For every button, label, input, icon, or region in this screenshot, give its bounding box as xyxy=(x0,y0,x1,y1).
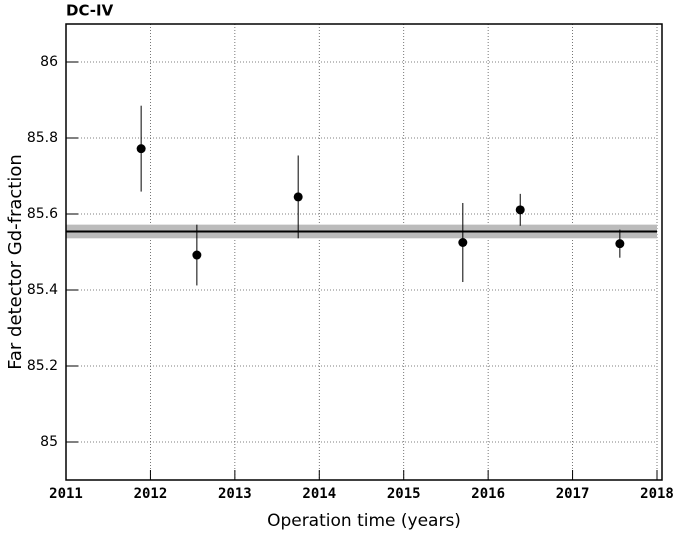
y-axis-label: Far detector Gd-fraction xyxy=(5,154,26,370)
y-tick-label: 85.6 xyxy=(27,206,58,222)
x-tick-label: 2014 xyxy=(302,486,336,502)
x-axis-label: Operation time (years) xyxy=(267,511,461,531)
plot-frame xyxy=(65,23,663,481)
data-point xyxy=(515,205,525,215)
data-point xyxy=(458,238,468,247)
x-tick-label: 2017 xyxy=(556,486,590,502)
x-tick-label: 2018 xyxy=(640,486,674,502)
y-tick-label: 85.4 xyxy=(27,282,58,298)
data-point xyxy=(136,144,146,154)
x-tick-label: 2015 xyxy=(387,486,421,502)
data-point xyxy=(192,250,202,260)
x-tick-label: 2012 xyxy=(134,486,168,502)
chart-title: DC-IV xyxy=(66,2,114,20)
data-point xyxy=(615,239,625,249)
x-tick-label: 2011 xyxy=(49,486,83,502)
x-tick-label: 2013 xyxy=(218,486,252,502)
y-tick-label: 86 xyxy=(40,54,58,70)
data-point xyxy=(293,192,303,202)
y-tick-label: 85.2 xyxy=(27,358,58,374)
y-tick-label: 85 xyxy=(40,434,58,450)
y-tick-label: 85.8 xyxy=(27,130,58,146)
x-tick-label: 2016 xyxy=(471,486,505,502)
